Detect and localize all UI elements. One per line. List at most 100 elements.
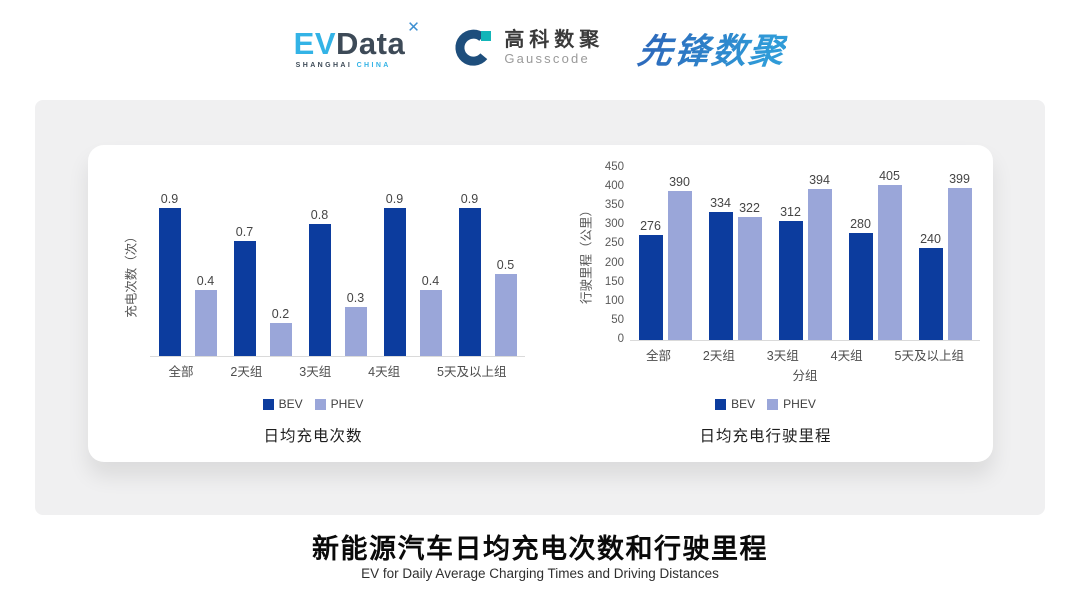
bar-group: 334 322: [708, 196, 762, 340]
bar-value-label: 280: [850, 217, 871, 231]
category-label: 2天组: [230, 365, 263, 379]
charts-card: 充电次数（次） 0.9 0.4 0.7 0.2 0.8 0.3 0.9 0.4 0.9 0.5 全…: [88, 145, 993, 462]
bar-cell: 0.3: [344, 291, 367, 356]
gray-background-panel: 充电次数（次） 0.9 0.4 0.7 0.2 0.8 0.3 0.9 0.4 0.9 0.5 全…: [35, 100, 1045, 515]
category-label: 3天组: [766, 349, 799, 363]
y-axis-ticks: 0 50 100 150 200 250 300 350 400 450: [588, 161, 624, 345]
bar-cell: 405: [877, 169, 902, 340]
chart-title: 日均充电次数: [263, 428, 363, 445]
bar-group: 312 394: [778, 173, 832, 340]
y-tick-label: 400: [604, 180, 624, 193]
bar-value-label: 0.5: [496, 257, 515, 272]
y-axis-label: 充电次数（次）: [124, 229, 139, 318]
bar-phev: [667, 190, 692, 340]
evdata-china-text: CHINA: [356, 61, 391, 69]
bar-value-label: 0.9: [460, 191, 479, 206]
bar-value-label: 312: [780, 204, 801, 219]
legend-label: BEV: [278, 397, 303, 411]
bar-bev: [308, 224, 331, 356]
bar-cell: 0.9: [158, 191, 181, 356]
bar-group: 0.9 0.4: [383, 191, 442, 356]
gausscode-text: 高科数聚 Gausscode: [504, 29, 604, 67]
category-axis: 全部 2天组 3天组 4天组 5天及以上组: [150, 361, 525, 380]
bar-value-label: 0.2: [271, 307, 290, 321]
x-axis-label: 分组: [792, 369, 818, 383]
y-tick-label: 0: [617, 333, 624, 345]
page-subtitle: EV for Daily Average Charging Times and …: [361, 566, 719, 581]
bar-group: 280 405: [848, 169, 902, 340]
y-tick-label: 200: [604, 256, 624, 269]
y-tick-label: 300: [604, 218, 624, 231]
bar-phev: [194, 290, 217, 356]
bar-value-label: 405: [879, 169, 900, 184]
legend-item-bev: BEV: [715, 397, 755, 411]
gausscode-g-icon: [455, 29, 492, 66]
page-title: 新能源汽车日均充电次数和行驶里程: [312, 534, 768, 564]
gausscode-english-name: Gausscode: [504, 51, 590, 67]
chart-legend: BEV PHEV: [538, 397, 993, 411]
legend-item-phev: PHEV: [314, 397, 364, 411]
legend-item-phev: PHEV: [767, 397, 816, 411]
bar-bev: [233, 240, 256, 356]
bar-cell: 394: [807, 173, 832, 340]
legend-swatch-phev: [767, 398, 779, 410]
category-axis: 全部 2天组 3天组 4天组 5天及以上组: [630, 345, 980, 364]
chart-legend: BEV PHEV: [88, 397, 538, 411]
plot-area: 0.9 0.4 0.7 0.2 0.8 0.3 0.9 0.4 0.9 0.5: [150, 191, 525, 357]
evdata-data-text: Data: [336, 25, 406, 61]
legend-label: BEV: [731, 397, 756, 411]
legend-label: PHEV: [783, 397, 816, 411]
bar-cell: 0.4: [419, 274, 442, 356]
bar-group: 0.9 0.4: [158, 191, 217, 356]
bar-value-label: 240: [920, 232, 941, 247]
y-tick-label: 450: [604, 161, 624, 173]
bar-group: 276 390: [638, 174, 692, 340]
bar-bev: [918, 248, 943, 340]
category-label: 4天组: [830, 349, 863, 363]
bar-group: 0.9 0.5: [458, 191, 517, 356]
bar-bev: [383, 207, 406, 356]
bar-phev: [494, 273, 517, 356]
bar-cell: 240: [918, 232, 943, 340]
chart-daily-driving-distance: 行驶里程（公里） 0 50 100 150 200 250 300 350 400 450 276…: [538, 145, 993, 462]
evdata-logo: EV Data ✕ SHANGHAI CHINA: [294, 20, 421, 69]
bar-phev: [344, 306, 367, 356]
bar-group: 240 399: [918, 172, 972, 340]
chart-title: 日均充电行驶里程: [699, 428, 832, 445]
gausscode-logo: 高科数聚 Gausscode: [454, 28, 604, 68]
y-tick-label: 350: [604, 199, 624, 212]
bar-cell: 334: [708, 196, 733, 340]
bar-value-label: 0.9: [385, 191, 404, 206]
bar-phev: [419, 290, 442, 356]
legend-label: PHEV: [330, 397, 364, 411]
bar-phev: [807, 189, 832, 340]
plot-area: 276 390 334 322 312 394 280 405 240 399: [630, 168, 980, 341]
bar-value-label: 394: [809, 173, 830, 188]
bar-value-label: 334: [710, 196, 731, 211]
bar-phev: [269, 323, 292, 356]
category-label: 5天及以上组: [437, 365, 507, 379]
evdata-subtitle: SHANGHAI CHINA: [294, 62, 391, 69]
bar-value-label: 0.9: [160, 191, 179, 206]
legend-item-bev: BEV: [262, 397, 303, 411]
bar-bev: [708, 212, 733, 340]
gausscode-chinese-name: 高科数聚: [504, 29, 605, 52]
legend-swatch-bev: [715, 398, 727, 410]
y-tick-label: 150: [604, 275, 624, 288]
legend-swatch-phev: [314, 398, 326, 410]
bar-cell: 0.4: [194, 274, 217, 356]
bar-bev: [158, 207, 181, 356]
bar-cell: 0.9: [383, 191, 406, 356]
category-label: 5天及以上组: [894, 349, 964, 363]
bar-value-label: 390: [669, 174, 690, 189]
bar-cell: 276: [638, 219, 663, 340]
evdata-wordmark: EV Data ✕: [294, 20, 421, 61]
bar-cell: 0.8: [308, 208, 331, 356]
bar-value-label: 0.7: [235, 224, 254, 239]
category-label: 全部: [168, 365, 194, 379]
bar-phev: [947, 187, 972, 340]
bar-phev: [877, 185, 902, 340]
bar-cell: 0.5: [494, 257, 517, 356]
chart-daily-charging-times: 充电次数（次） 0.9 0.4 0.7 0.2 0.8 0.3 0.9 0.4 0.9 0.5 全…: [88, 145, 538, 462]
